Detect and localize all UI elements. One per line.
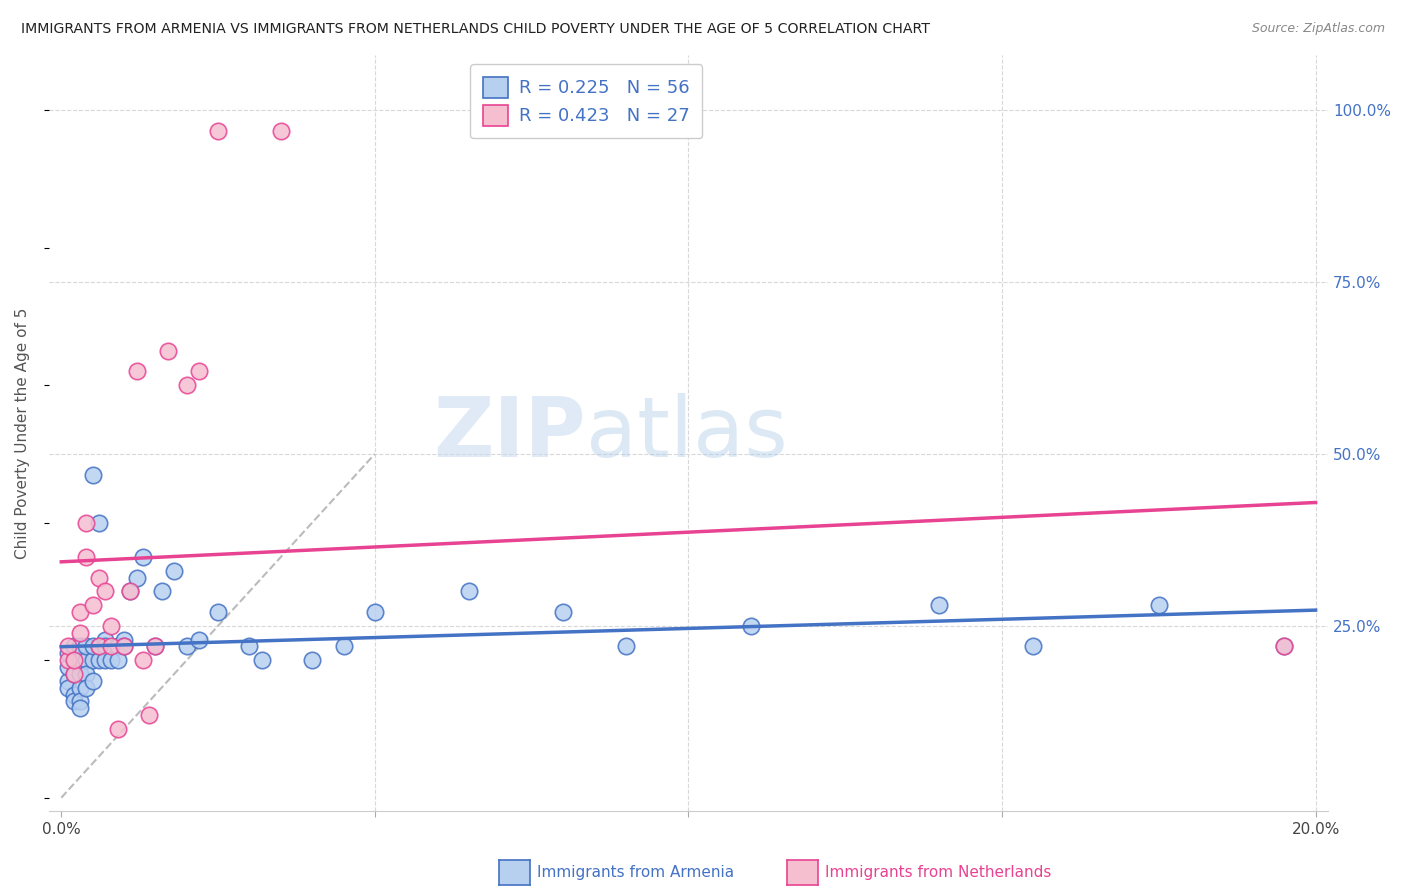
Point — [63, 653, 86, 667]
Point — [1147, 598, 1170, 612]
Point — [75, 640, 97, 654]
Text: IMMIGRANTS FROM ARMENIA VS IMMIGRANTS FROM NETHERLANDS CHILD POVERTY UNDER THE A: IMMIGRANTS FROM ARMENIA VS IMMIGRANTS FR… — [21, 22, 931, 37]
Point — [87, 653, 110, 667]
Point — [75, 653, 97, 667]
Point — [188, 632, 211, 647]
Point — [75, 549, 97, 564]
Point — [69, 667, 91, 681]
Point — [69, 625, 91, 640]
Point — [125, 364, 148, 378]
Point — [551, 605, 574, 619]
Point — [94, 640, 117, 654]
Point — [107, 722, 129, 736]
Point — [69, 640, 91, 654]
Point — [132, 549, 155, 564]
Point — [250, 653, 273, 667]
Point — [107, 640, 129, 654]
Point — [112, 640, 135, 654]
Point — [112, 640, 135, 654]
Point — [63, 667, 86, 681]
Point — [75, 681, 97, 695]
Point — [120, 584, 142, 599]
Point — [87, 571, 110, 585]
Point — [82, 673, 104, 688]
Point — [100, 653, 122, 667]
Point — [63, 688, 86, 702]
Text: Immigrants from Armenia: Immigrants from Armenia — [537, 865, 734, 880]
Point — [150, 584, 173, 599]
Point — [100, 619, 122, 633]
Legend: R = 0.225   N = 56, R = 0.423   N = 27: R = 0.225 N = 56, R = 0.423 N = 27 — [470, 64, 702, 138]
Point — [740, 619, 762, 633]
Point — [63, 653, 86, 667]
Point — [156, 343, 179, 358]
Point — [176, 640, 198, 654]
Point — [87, 516, 110, 530]
Point — [94, 653, 117, 667]
Point — [1272, 640, 1295, 654]
Text: ZIP: ZIP — [433, 392, 586, 474]
Point — [145, 640, 167, 654]
Point — [207, 605, 229, 619]
Text: atlas: atlas — [586, 392, 787, 474]
Point — [176, 378, 198, 392]
Point — [82, 598, 104, 612]
Point — [94, 632, 117, 647]
Point — [63, 694, 86, 708]
Point — [75, 667, 97, 681]
Point — [332, 640, 354, 654]
Point — [1272, 640, 1295, 654]
Point — [87, 640, 110, 654]
Y-axis label: Child Poverty Under the Age of 5: Child Poverty Under the Age of 5 — [15, 308, 30, 559]
Point — [188, 364, 211, 378]
Point — [63, 640, 86, 654]
Point — [112, 632, 135, 647]
Point — [132, 653, 155, 667]
Point — [301, 653, 323, 667]
Point — [270, 124, 292, 138]
Point — [107, 653, 129, 667]
Point — [145, 640, 167, 654]
Point — [63, 667, 86, 681]
Point — [207, 124, 229, 138]
Point — [56, 681, 79, 695]
Point — [82, 467, 104, 482]
Point — [56, 640, 79, 654]
Point — [364, 605, 387, 619]
Point — [100, 640, 122, 654]
Point — [458, 584, 481, 599]
Point — [138, 708, 160, 723]
Point — [56, 653, 79, 667]
Point — [82, 653, 104, 667]
Point — [928, 598, 950, 612]
Point — [56, 646, 79, 660]
Point — [69, 694, 91, 708]
Point — [69, 681, 91, 695]
Point — [87, 640, 110, 654]
Point — [75, 516, 97, 530]
Point — [125, 571, 148, 585]
Point — [614, 640, 637, 654]
Point — [94, 584, 117, 599]
Point — [1022, 640, 1045, 654]
Point — [56, 673, 79, 688]
Point — [69, 605, 91, 619]
Point — [238, 640, 260, 654]
Point — [120, 584, 142, 599]
Point — [69, 653, 91, 667]
Text: Source: ZipAtlas.com: Source: ZipAtlas.com — [1251, 22, 1385, 36]
Text: Immigrants from Netherlands: Immigrants from Netherlands — [825, 865, 1052, 880]
Point — [82, 640, 104, 654]
Point — [56, 660, 79, 674]
Point — [69, 701, 91, 715]
Point — [163, 564, 186, 578]
